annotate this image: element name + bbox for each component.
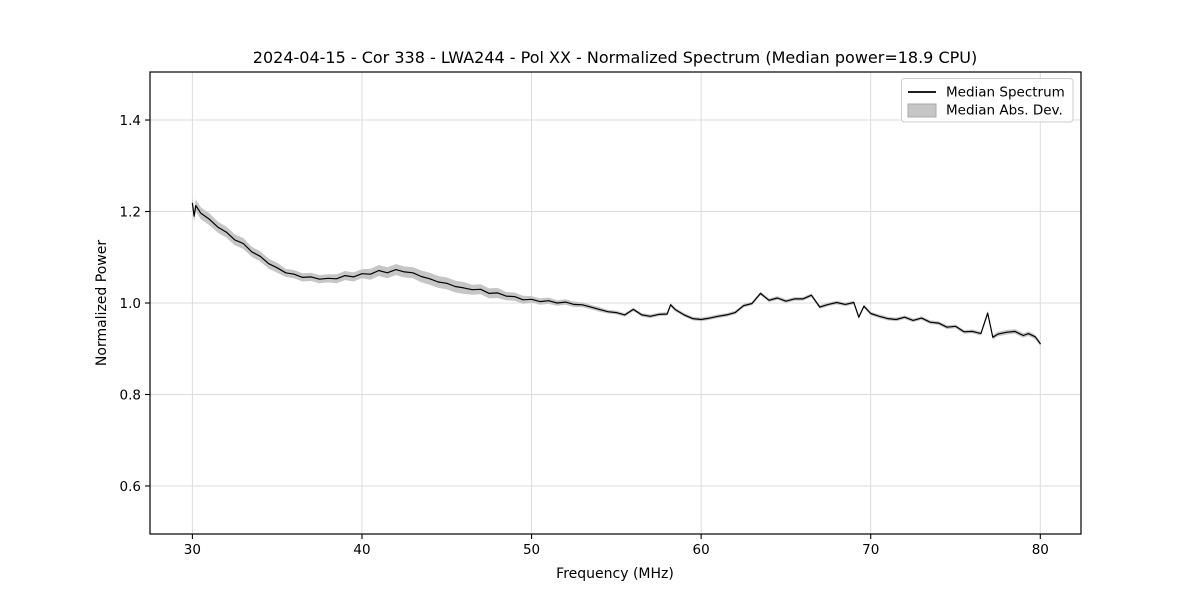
x-tick-label: 40 (353, 542, 370, 558)
x-tick-label: 70 (862, 542, 879, 558)
legend-label-median-spectrum: Median Spectrum (946, 85, 1065, 101)
y-axis-label: Normalized Power (94, 240, 110, 366)
legend-box (901, 78, 1074, 123)
legend-patch-sample (907, 103, 937, 118)
x-axis-label: Frequency (MHz) (556, 566, 674, 582)
y-tick-label: 1.4 (120, 113, 141, 129)
x-tick-label: 80 (1032, 542, 1049, 558)
y-tick-label: 0.6 (120, 479, 141, 495)
mad-band (192, 197, 1041, 346)
gridlines (150, 72, 1081, 534)
y-tick-label: 1.2 (120, 204, 141, 220)
axis-ticks (145, 119, 1041, 539)
legend-label-mad: Median Abs. Dev. (946, 103, 1063, 119)
y-tick-label: 0.8 (120, 387, 141, 403)
median-spectrum-line (191, 202, 1041, 345)
legend: Median Spectrum Median Abs. Dev. (901, 78, 1074, 123)
x-tick-label: 60 (693, 542, 710, 558)
x-tick-label: 30 (184, 542, 201, 558)
y-tick-label: 1.0 (120, 296, 141, 312)
axis-tick-labels: 30 40 50 60 70 80 0.6 0.8 1.0 1.2 1.4 (120, 113, 1049, 558)
chart-title: 2024-04-15 - Cor 338 - LWA244 - Pol XX -… (253, 48, 977, 67)
x-tick-label: 50 (523, 542, 540, 558)
